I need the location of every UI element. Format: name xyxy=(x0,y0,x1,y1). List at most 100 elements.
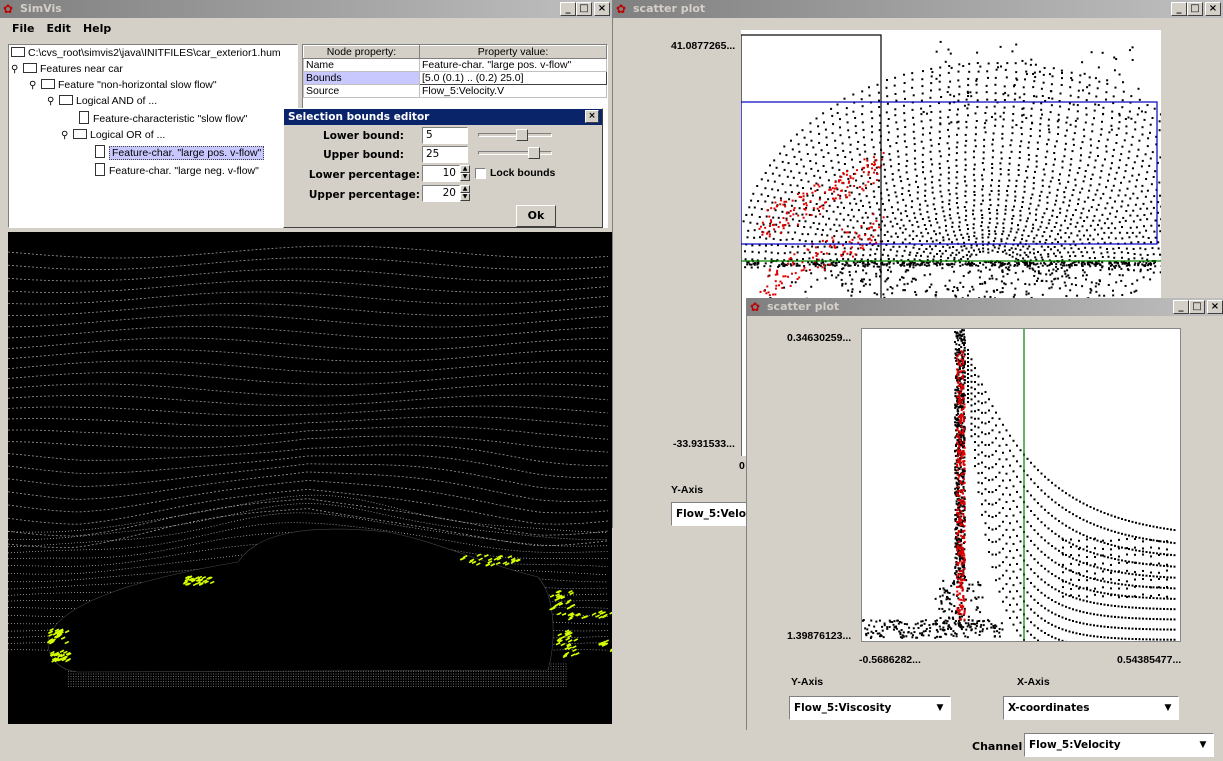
app-icon: ✿ xyxy=(750,300,761,314)
property-name-cell: Name xyxy=(303,58,420,72)
maximize-button[interactable]: □ xyxy=(1189,300,1205,314)
expand-key-icon[interactable]: ⚲ xyxy=(29,80,37,91)
feature-tree[interactable]: C:\cvs_root\simvis2\java\INITFILES\car_e… xyxy=(8,44,298,228)
scatter2-svg xyxy=(862,329,1176,641)
tree-node-logical-and[interactable]: ⚲ Logical AND of ... xyxy=(47,93,157,109)
table-row[interactable]: Source Flow_5:Velocity.V xyxy=(303,84,607,98)
dialog-titlebar[interactable]: Selection bounds editor × xyxy=(284,109,602,125)
upper-percentage-label: Upper percentage: xyxy=(308,189,420,201)
property-value-cell[interactable]: Feature-char. "large pos. v-flow" xyxy=(419,58,607,72)
dropdown-arrow-icon[interactable]: ▼ xyxy=(936,703,944,713)
upper-bound-input[interactable]: 25 xyxy=(422,146,468,163)
column-header-value[interactable]: Property value: xyxy=(419,45,607,59)
scatter-plot-window-2: ✿ scatter plot _ □ × 0.34630259... 1.398… xyxy=(746,298,1223,730)
dropdown-arrow-icon[interactable]: ▼ xyxy=(1164,703,1172,713)
slider-thumb[interactable] xyxy=(516,129,528,141)
close-button[interactable]: × xyxy=(1207,300,1223,314)
scatter2-titlebar[interactable]: ✿ scatter plot _ □ × xyxy=(747,298,1223,316)
scatter2-y-bottom-label: 1.39876123... xyxy=(787,630,852,642)
maximize-button[interactable]: □ xyxy=(1187,2,1203,16)
document-icon xyxy=(79,111,89,124)
upper-bound-label: Upper bound: xyxy=(323,149,404,161)
lower-bound-slider[interactable] xyxy=(478,129,552,141)
maximize-button[interactable]: □ xyxy=(576,2,592,16)
scatter2-selected-points xyxy=(956,350,966,621)
table-row[interactable]: Name Feature-char. "large pos. v-flow" xyxy=(303,58,607,72)
close-button[interactable]: × xyxy=(1205,2,1221,16)
channel-select[interactable]: Flow_5:Velocity ▼ xyxy=(1024,733,1214,757)
scatter1-y-max-label: 41.0877265... xyxy=(671,40,736,52)
dialog-title: Selection bounds editor xyxy=(288,111,430,123)
property-name-cell: Bounds xyxy=(303,71,420,85)
document-icon xyxy=(95,145,105,158)
scatter2-x-axis-select[interactable]: X-coordinates ▼ xyxy=(1003,696,1179,720)
lower-percentage-spinner[interactable]: ▲ ▼ xyxy=(460,165,470,182)
lower-bound-label: Lower bound: xyxy=(323,130,404,142)
property-name-cell: Source xyxy=(303,84,420,98)
menu-file[interactable]: File xyxy=(12,22,35,35)
folder-icon xyxy=(73,129,87,139)
scatter1-y-min-label: -33.931533... xyxy=(673,438,735,450)
property-value-cell[interactable]: [5.0 (0.1) .. (0.2) 25.0] xyxy=(419,71,607,85)
menu-edit[interactable]: Edit xyxy=(46,22,71,35)
car-body xyxy=(47,528,554,673)
scatter2-x-max-label: 0.54385477... xyxy=(1117,654,1182,666)
property-value-cell[interactable]: Flow_5:Velocity.V xyxy=(419,84,607,98)
scatter1-selected-points xyxy=(758,151,885,297)
scatter1-x-min-label: 0 xyxy=(739,460,745,472)
upper-percentage-input[interactable]: 20 xyxy=(422,185,460,202)
close-button[interactable]: × xyxy=(594,2,610,16)
tree-node-large-neg-vflow[interactable]: Feature-char. "large neg. v-flow" xyxy=(95,163,259,179)
scatter1-titlebar[interactable]: ✿ scatter plot _ □ × xyxy=(613,0,1223,18)
scatter1-bounds-box[interactable] xyxy=(741,101,1158,245)
flow-visualization-svg xyxy=(8,245,612,687)
folder-icon xyxy=(23,63,37,73)
tree-node-slow-flow[interactable]: Feature-characteristic "slow flow" xyxy=(79,111,248,127)
lower-percentage-label: Lower percentage: xyxy=(308,169,420,181)
lower-bound-input[interactable]: 5 xyxy=(422,127,468,144)
selection-bounds-dialog: Selection bounds editor × Lower bound: 5… xyxy=(283,108,603,228)
expand-key-icon[interactable]: ⚲ xyxy=(47,96,55,107)
scatter1-title: scatter plot xyxy=(633,2,706,15)
scatter1-brush-box[interactable] xyxy=(741,34,882,456)
tree-node-logical-or[interactable]: ⚲ Logical OR of ... xyxy=(61,127,165,143)
minimize-button[interactable]: _ xyxy=(1171,2,1187,16)
simvis-title: SimVis xyxy=(20,2,62,15)
column-header-property[interactable]: Node property: xyxy=(303,45,420,59)
slider-thumb[interactable] xyxy=(528,147,540,159)
scatter1-y-axis-label: Y-Axis xyxy=(671,484,704,496)
folder-icon xyxy=(41,79,55,89)
dialog-close-button[interactable]: × xyxy=(585,110,599,123)
scatter2-y-axis-select[interactable]: Flow_5:Viscosity ▼ xyxy=(789,696,951,720)
folder-icon xyxy=(11,47,25,57)
expand-key-icon[interactable]: ⚲ xyxy=(11,64,19,75)
tree-node-nonhorizontal[interactable]: ⚲ Feature "non-horizontal slow flow" xyxy=(29,77,217,93)
menu-help[interactable]: Help xyxy=(82,22,112,35)
dropdown-arrow-icon[interactable]: ▼ xyxy=(1199,740,1207,750)
scatter2-title: scatter plot xyxy=(767,300,840,313)
menubar: File Edit Help xyxy=(0,20,111,38)
scatter2-x-min-label: -0.5686282... xyxy=(859,654,921,666)
minimize-button[interactable]: _ xyxy=(560,2,576,16)
upper-percentage-spinner[interactable]: ▲ ▼ xyxy=(460,185,470,202)
scatter2-x-axis-label: X-Axis xyxy=(1017,676,1050,688)
app-icon: ✿ xyxy=(3,2,14,16)
tree-node-root[interactable]: C:\cvs_root\simvis2\java\INITFILES\car_e… xyxy=(11,45,281,61)
simvis-titlebar[interactable]: ✿ SimVis _ □ × xyxy=(0,0,612,18)
scatter2-y-axis-label: Y-Axis xyxy=(791,676,824,688)
upper-bound-slider[interactable] xyxy=(478,147,552,159)
app-icon: ✿ xyxy=(616,2,627,16)
table-row[interactable]: Bounds [5.0 (0.1) .. (0.2) 25.0] xyxy=(303,71,607,85)
ok-button[interactable]: Ok xyxy=(516,205,556,227)
flow-visualization-canvas[interactable] xyxy=(8,232,612,724)
tree-node-features-near-car[interactable]: ⚲ Features near car xyxy=(11,61,123,77)
tree-node-large-pos-vflow[interactable]: Feature-char. "large pos. v-flow" xyxy=(95,145,265,161)
expand-key-icon[interactable]: ⚲ xyxy=(61,130,69,141)
minimize-button[interactable]: _ xyxy=(1173,300,1189,314)
lower-percentage-input[interactable]: 10 xyxy=(422,165,460,182)
lock-bounds-checkbox[interactable] xyxy=(475,168,486,179)
channel-label: Channel xyxy=(972,740,1023,753)
scatter2-points xyxy=(862,329,1176,641)
folder-icon xyxy=(59,95,73,105)
scatter2-plot-area[interactable] xyxy=(861,328,1181,642)
